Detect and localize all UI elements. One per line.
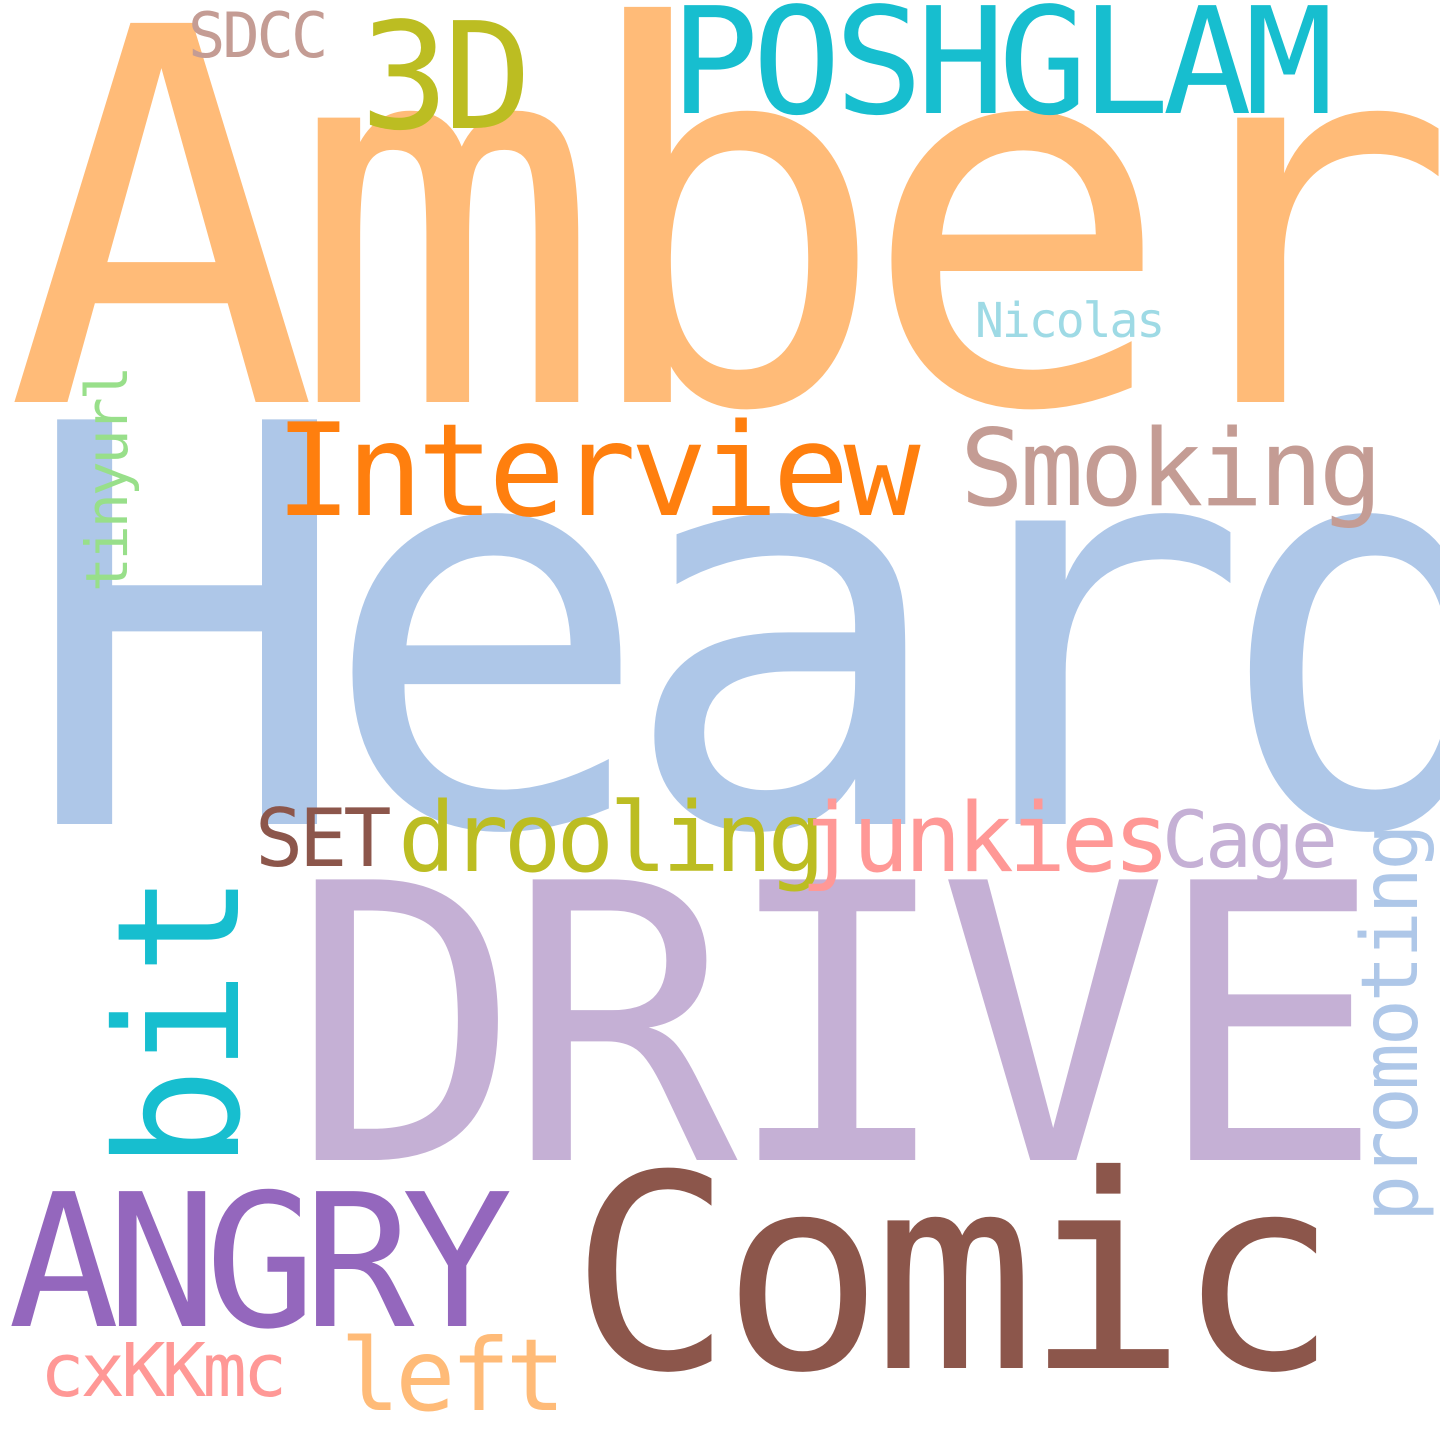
word-promoting: promoting [1346,826,1436,1222]
word-junkies: junkies [800,784,1170,894]
word-cxkkmc: cxKKmc [40,1328,287,1414]
word-smoking: Smoking [960,407,1383,530]
word-amber: Amber [5,0,1440,525]
word-3d: 3D [360,0,532,163]
word-heard: Heard [20,309,1440,955]
word-drive: DRIVE [290,803,1385,1251]
word-comic: Comic [570,1117,1339,1432]
word-set: SET [255,792,391,885]
word-poshglam: POSHGLAM [670,0,1334,148]
word-sdcc: SDCC [188,0,328,72]
word-drooling: drooling [398,782,825,894]
word-tinyurl: tinyurl [73,368,141,592]
word-cage: Cage [1162,796,1338,886]
word-interview: Interview [275,397,921,546]
word-angry: ANGRY [8,1154,513,1370]
word-nicolas: Nicolas [975,293,1165,349]
word-bit: bit [81,877,279,1170]
word-left: left [340,1317,566,1434]
